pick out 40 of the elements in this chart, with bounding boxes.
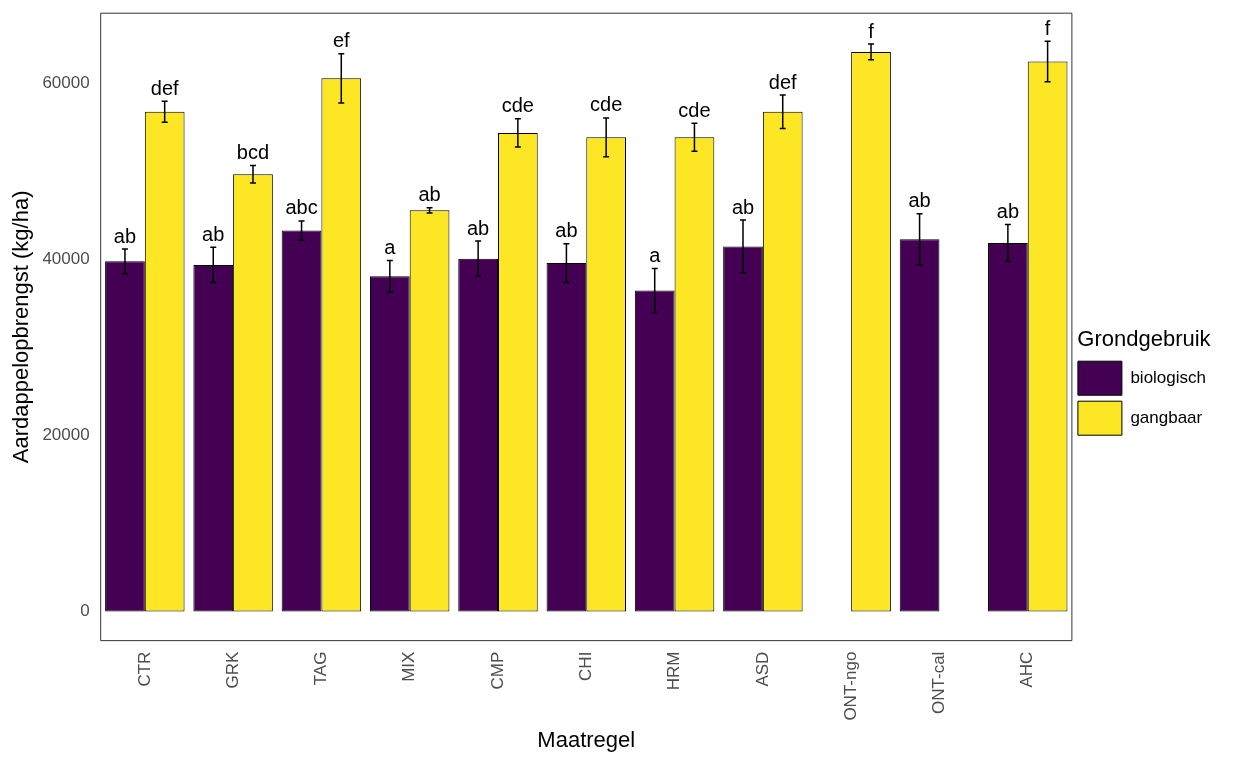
y-tick-label: 0 xyxy=(80,601,90,621)
data-label: cde xyxy=(590,93,623,116)
data-label: ab xyxy=(996,199,1020,222)
data-label: bcd xyxy=(236,140,270,163)
data-label: def xyxy=(768,70,798,93)
y-tick-label: 20000 xyxy=(42,425,90,445)
data-label: a xyxy=(649,243,662,266)
data-label: ab xyxy=(467,216,490,239)
x-tick-label: CTR xyxy=(134,651,154,687)
x-tick-label: CMP xyxy=(487,651,507,690)
x-tick-label: ONT-ngo xyxy=(840,651,860,721)
data-label: ab xyxy=(731,195,755,218)
data-label: cde xyxy=(501,94,534,117)
y-tick-label: 60000 xyxy=(42,73,90,93)
data-label: ab xyxy=(418,183,441,206)
x-tick-label: MIX xyxy=(399,651,419,682)
x-tick-label: GRK xyxy=(222,650,242,689)
legend-label: gangbaar xyxy=(1130,407,1203,427)
x-axis-title: Maatregel xyxy=(537,726,636,752)
x-tick-label: AHC xyxy=(1017,651,1037,688)
x-tick-label: HRM xyxy=(664,651,684,691)
data-label: cde xyxy=(678,98,711,121)
y-tick-label: 40000 xyxy=(42,249,90,269)
data-label: a xyxy=(384,235,397,258)
data-label: ab xyxy=(113,224,137,247)
data-label: abc xyxy=(285,196,318,219)
legend-label: biologisch xyxy=(1130,367,1207,387)
data-label: ab xyxy=(555,219,578,242)
x-tick-label: ONT-cal xyxy=(929,651,949,714)
data-label: f xyxy=(868,19,875,42)
data-label: ab xyxy=(908,189,931,212)
x-tick-label: ASD xyxy=(752,651,772,687)
data-label: ab xyxy=(202,222,225,245)
legend-title: Grondgebruik xyxy=(1077,325,1212,351)
x-tick-label: TAG xyxy=(311,651,331,686)
y-axis-title: Aardappelopbrengst (kg/ha) xyxy=(8,190,34,464)
data-label: f xyxy=(1044,16,1051,39)
data-label: def xyxy=(150,76,180,99)
x-tick-label: CHI xyxy=(575,651,595,681)
data-label: ef xyxy=(332,29,351,52)
